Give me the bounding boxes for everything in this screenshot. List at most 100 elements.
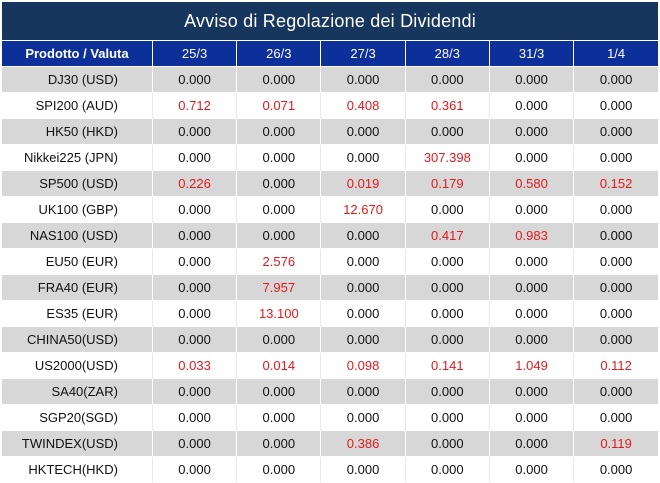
product-cell: CHINA50(USD) bbox=[2, 326, 153, 353]
value-cell: 0.000 bbox=[320, 248, 406, 275]
column-header-date: 25/3 bbox=[151, 41, 237, 67]
value-cell: 0.000 bbox=[151, 196, 237, 223]
product-cell: EU50 (EUR) bbox=[2, 248, 153, 275]
value-cell: 0.000 bbox=[573, 222, 658, 249]
value-cell: 0.000 bbox=[236, 430, 321, 457]
value-cell: 0.033 bbox=[151, 352, 237, 379]
value-cell: 0.000 bbox=[151, 144, 237, 171]
value-cell: 0.361 bbox=[404, 92, 490, 119]
product-cell: ES35 (EUR) bbox=[2, 300, 153, 327]
value-cell: 0.000 bbox=[320, 66, 406, 93]
value-cell: 0.000 bbox=[320, 222, 406, 249]
value-cell: 0.000 bbox=[151, 222, 237, 249]
table-row: CHINA50(USD) 0.000 0.000 0.000 0.000 0.000 0.0… bbox=[2, 326, 658, 353]
value-cell: 0.000 bbox=[236, 222, 321, 249]
value-cell: 0.226 bbox=[151, 170, 237, 197]
product-cell: US2000(USD) bbox=[2, 352, 153, 379]
value-cell: 0.000 bbox=[573, 196, 658, 223]
value-cell: 0.000 bbox=[404, 326, 490, 353]
value-cell: 2.576 bbox=[236, 248, 321, 275]
header-row: Prodotto / Valuta 25/3 26/3 27/3 28/3 31… bbox=[2, 41, 658, 67]
value-cell: 0.000 bbox=[236, 196, 321, 223]
value-cell: 0.000 bbox=[488, 248, 574, 275]
product-cell: SPI200 (AUD) bbox=[2, 92, 153, 119]
column-header-date: 26/3 bbox=[236, 41, 321, 67]
value-cell: 0.000 bbox=[573, 92, 658, 119]
value-cell: 307.398 bbox=[404, 144, 490, 171]
product-cell: HKTECH(HKD) bbox=[2, 456, 153, 482]
table-row: SPI200 (AUD) 0.712 0.071 0.408 0.361 0.000 0.0… bbox=[2, 92, 658, 119]
value-cell: 0.000 bbox=[404, 196, 490, 223]
value-cell: 0.000 bbox=[488, 456, 574, 482]
table-row: SP500 (USD) 0.226 0.000 0.019 0.179 0.580 0.15… bbox=[2, 170, 658, 197]
value-cell: 0.000 bbox=[404, 248, 490, 275]
value-cell: 13.100 bbox=[236, 300, 321, 327]
value-cell: 0.071 bbox=[236, 92, 321, 119]
value-cell: 12.670 bbox=[320, 196, 406, 223]
value-cell: 0.000 bbox=[236, 456, 321, 482]
value-cell: 0.000 bbox=[151, 326, 237, 353]
column-header-product: Prodotto / Valuta bbox=[2, 41, 153, 67]
value-cell: 0.000 bbox=[236, 378, 321, 405]
column-header-date: 27/3 bbox=[320, 41, 406, 67]
value-cell: 0.000 bbox=[404, 66, 490, 93]
value-cell: 0.000 bbox=[320, 378, 406, 405]
value-cell: 0.000 bbox=[320, 300, 406, 327]
value-cell: 0.000 bbox=[573, 326, 658, 353]
product-cell: HK50 (HKD) bbox=[2, 118, 153, 145]
table-row: SA40(ZAR) 0.000 0.000 0.000 0.000 0.000 0.000 bbox=[2, 378, 658, 405]
value-cell: 0.000 bbox=[320, 456, 406, 482]
value-cell: 0.000 bbox=[236, 66, 321, 93]
value-cell: 0.112 bbox=[573, 352, 658, 379]
page-title: Avviso di Regolazione dei Dividendi bbox=[2, 2, 658, 40]
value-cell: 0.000 bbox=[404, 300, 490, 327]
value-cell: 0.000 bbox=[151, 300, 237, 327]
product-cell: Nikkei225 (JPN) bbox=[2, 144, 153, 171]
table-row: NAS100 (USD) 0.000 0.000 0.000 0.417 0.983 0.0… bbox=[2, 222, 658, 249]
value-cell: 0.000 bbox=[488, 430, 574, 457]
value-cell: 0.000 bbox=[320, 118, 406, 145]
value-cell: 0.000 bbox=[573, 300, 658, 327]
value-cell: 0.000 bbox=[404, 378, 490, 405]
table-body: DJ30 (USD) 0.000 0.000 0.000 0.000 0.000 0.000… bbox=[2, 66, 658, 482]
value-cell: 0.417 bbox=[404, 222, 490, 249]
value-cell: 0.000 bbox=[320, 404, 406, 431]
value-cell: 0.000 bbox=[488, 404, 574, 431]
column-header-date: 31/3 bbox=[488, 41, 574, 67]
value-cell: 0.000 bbox=[404, 456, 490, 482]
value-cell: 0.098 bbox=[320, 352, 406, 379]
value-cell: 0.000 bbox=[573, 378, 658, 405]
value-cell: 0.000 bbox=[404, 404, 490, 431]
table-row: Nikkei225 (JPN) 0.000 0.000 0.000 307.398 0.0… bbox=[2, 144, 658, 171]
value-cell: 0.000 bbox=[320, 274, 406, 301]
product-cell: SP500 (USD) bbox=[2, 170, 153, 197]
value-cell: 0.000 bbox=[488, 92, 574, 119]
value-cell: 0.000 bbox=[151, 66, 237, 93]
table-header: Prodotto / Valuta 25/3 26/3 27/3 28/3 31… bbox=[2, 41, 658, 67]
product-cell: SA40(ZAR) bbox=[2, 378, 153, 405]
table-row: TWINDEX(USD) 0.000 0.000 0.386 0.000 0.000 0.1… bbox=[2, 430, 658, 457]
value-cell: 0.000 bbox=[404, 274, 490, 301]
value-cell: 0.000 bbox=[488, 196, 574, 223]
value-cell: 0.000 bbox=[573, 66, 658, 93]
value-cell: 0.000 bbox=[573, 144, 658, 171]
value-cell: 0.580 bbox=[488, 170, 574, 197]
value-cell: 0.141 bbox=[404, 352, 490, 379]
column-header-date: 1/4 bbox=[573, 41, 658, 67]
product-cell: UK100 (GBP) bbox=[2, 196, 153, 223]
table-row: ES35 (EUR) 0.000 13.100 0.000 0.000 0.000 0.00… bbox=[2, 300, 658, 327]
value-cell: 0.000 bbox=[488, 326, 574, 353]
value-cell: 0.119 bbox=[573, 430, 658, 457]
value-cell: 0.000 bbox=[573, 404, 658, 431]
value-cell: 0.000 bbox=[320, 326, 406, 353]
value-cell: 0.386 bbox=[320, 430, 406, 457]
value-cell: 0.000 bbox=[573, 456, 658, 482]
table-row: SGP20(SGD) 0.000 0.000 0.000 0.000 0.000 0.000 bbox=[2, 404, 658, 431]
dividend-table: Prodotto / Valuta 25/3 26/3 27/3 28/3 31… bbox=[2, 41, 658, 482]
value-cell: 0.000 bbox=[151, 274, 237, 301]
table-row: DJ30 (USD) 0.000 0.000 0.000 0.000 0.000 0.000 bbox=[2, 66, 658, 93]
value-cell: 0.014 bbox=[236, 352, 321, 379]
value-cell: 0.000 bbox=[151, 248, 237, 275]
value-cell: 0.000 bbox=[236, 326, 321, 353]
